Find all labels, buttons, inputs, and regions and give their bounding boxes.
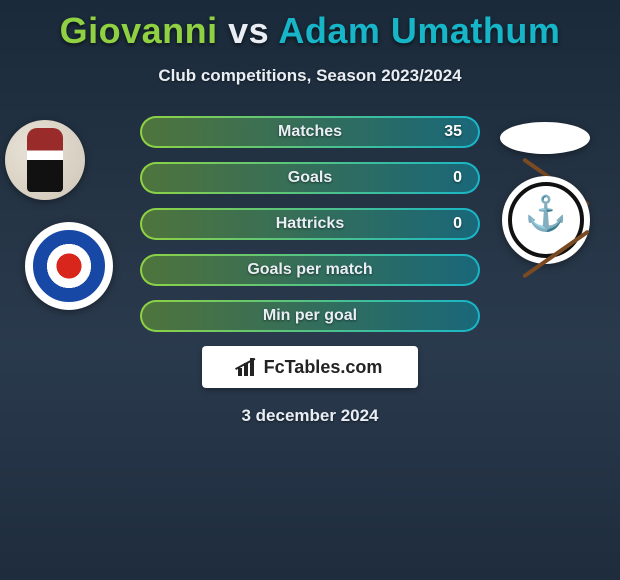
stat-label: Hattricks: [276, 215, 344, 233]
brand-text: FcTables.com: [264, 357, 383, 378]
stat-label: Min per goal: [263, 307, 357, 325]
stat-row: Matches 35: [140, 116, 480, 148]
subtitle: Club competitions, Season 2023/2024: [0, 66, 620, 86]
stat-right-value: 0: [453, 169, 462, 187]
player1-club-badge: [25, 222, 113, 310]
stat-label: Goals per match: [247, 261, 372, 279]
stat-label: Goals: [288, 169, 332, 187]
stats-table: Matches 35 Goals 0 Hattricks 0 Goals per match…: [140, 116, 480, 332]
player2-photo: [500, 122, 590, 154]
bar-chart-icon: [238, 358, 258, 376]
stat-row: Goals per match: [140, 254, 480, 286]
stat-row: Min per goal: [140, 300, 480, 332]
stat-row: Goals 0: [140, 162, 480, 194]
player2-club-badge: [502, 176, 590, 264]
stat-right-value: 0: [453, 215, 462, 233]
stat-row: Hattricks 0: [140, 208, 480, 240]
player1-photo: [5, 120, 85, 200]
stat-right-value: 35: [444, 123, 462, 141]
title-player2: Adam Umathum: [278, 10, 560, 51]
brand-badge: FcTables.com: [202, 346, 418, 388]
date-text: 3 december 2024: [0, 406, 620, 426]
title-player1: Giovanni: [60, 10, 218, 51]
page-title: Giovanni vs Adam Umathum: [0, 10, 620, 52]
stat-label: Matches: [278, 123, 342, 141]
title-vs: vs: [228, 10, 269, 51]
comparison-card: Giovanni vs Adam Umathum Club competitio…: [0, 0, 620, 580]
